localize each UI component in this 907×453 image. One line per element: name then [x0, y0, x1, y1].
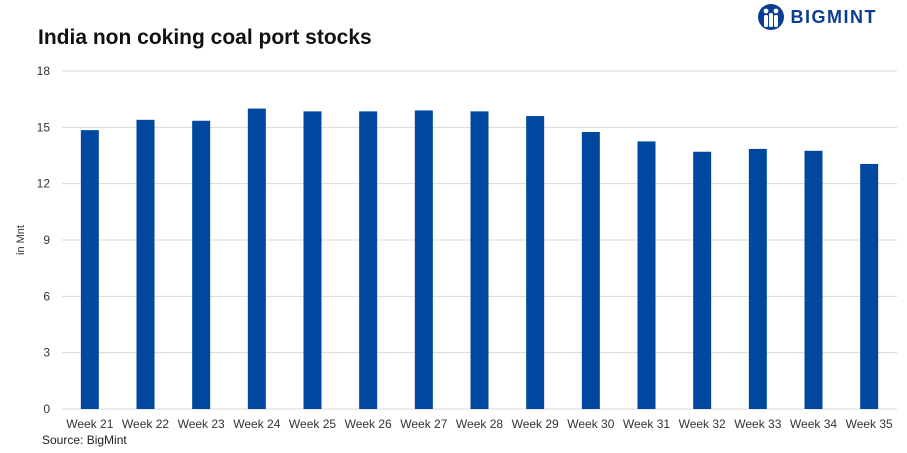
- chart-title: India non coking coal port stocks: [38, 26, 372, 49]
- logo-text: BIGMINT: [790, 6, 877, 27]
- y-axis-title: in Mnt: [15, 225, 27, 255]
- y-axis-ticks: 0 3 6 9 12 15 18: [37, 64, 51, 416]
- y-tick-label: 0: [43, 402, 50, 416]
- x-tick-label: Week 29: [512, 417, 559, 431]
- x-tick-label: Week 30: [567, 417, 614, 431]
- source-note: Source: BigMint: [42, 433, 127, 447]
- x-tick-label: Week 23: [178, 417, 225, 431]
- x-tick-label: Week 28: [456, 417, 503, 431]
- bar: [637, 141, 656, 409]
- x-tick-label: Week 22: [122, 417, 169, 431]
- bar: [303, 111, 322, 409]
- y-tick-label: 18: [37, 64, 51, 78]
- bigmint-logo-icon: [757, 4, 784, 30]
- y-tick-label: 6: [43, 289, 50, 303]
- bar: [804, 150, 823, 410]
- x-tick-label: Week 26: [345, 417, 392, 431]
- x-tick-label: Week 24: [233, 417, 280, 431]
- y-tick-label: 9: [43, 233, 50, 247]
- bar: [693, 151, 712, 409]
- bar: [470, 111, 489, 409]
- x-tick-label: Week 35: [846, 417, 893, 431]
- bars: [80, 108, 879, 410]
- y-tick-label: 12: [37, 177, 51, 191]
- brand-logo: BIGMINT: [757, 3, 878, 31]
- bar: [414, 110, 433, 409]
- bar: [80, 130, 99, 409]
- x-tick-label: Week 31: [623, 417, 670, 431]
- x-tick-label: Week 27: [400, 417, 447, 431]
- x-axis-ticks: Week 21 Week 22 Week 23 Week 24 Week 25 Week …: [66, 417, 893, 431]
- y-tick-label: 3: [43, 346, 50, 360]
- bar: [192, 120, 211, 409]
- bar: [247, 108, 266, 410]
- bar: [581, 132, 600, 409]
- bar: [860, 163, 879, 409]
- x-tick-label: Week 32: [679, 417, 726, 431]
- x-tick-label: Week 34: [790, 417, 837, 431]
- x-tick-label: Week 25: [289, 417, 336, 431]
- x-tick-label: Week 33: [734, 417, 781, 431]
- bar: [359, 111, 378, 409]
- x-tick-label: Week 21: [66, 417, 113, 431]
- bar: [526, 116, 545, 410]
- bar: [748, 148, 767, 409]
- bar: [136, 119, 155, 410]
- y-tick-label: 15: [37, 120, 51, 134]
